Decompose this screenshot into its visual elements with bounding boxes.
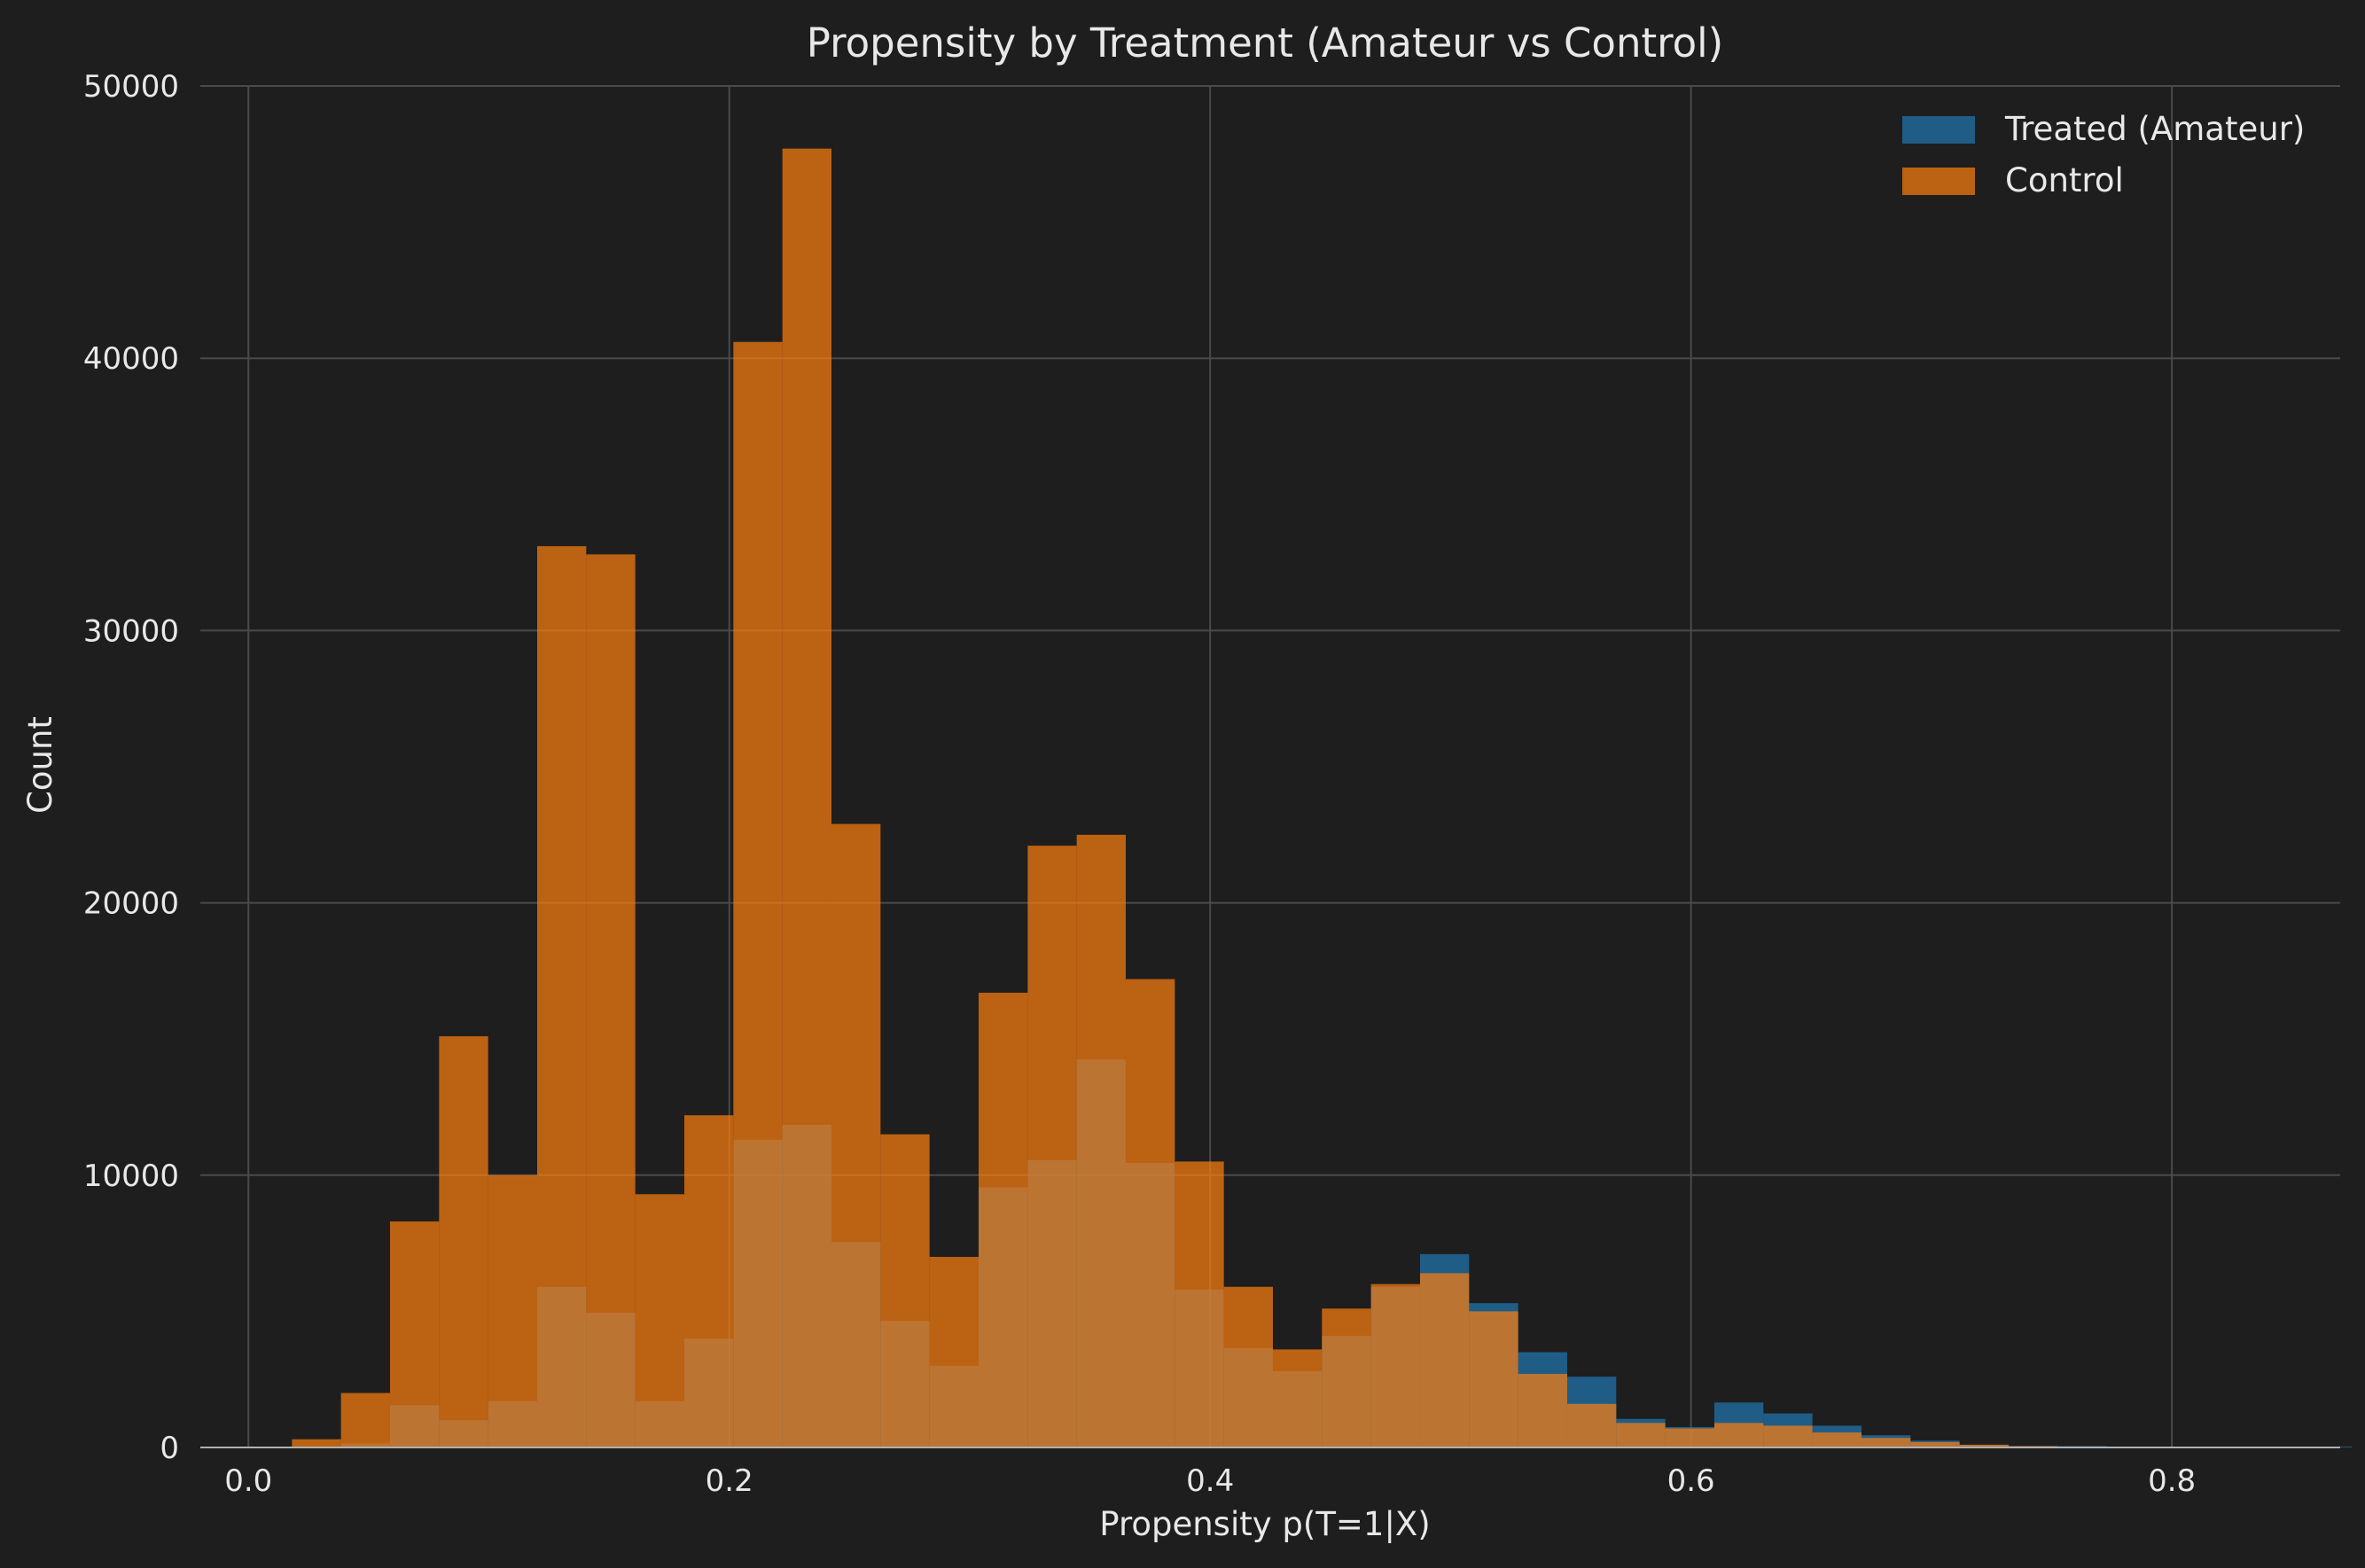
y-tick-labels: 0 10000 20000 30000 40000 50000 [83, 69, 179, 1466]
y-tick-label: 30000 [83, 613, 179, 649]
control-bar [683, 1115, 734, 1447]
control-bar [1763, 1425, 1813, 1447]
legend-label-treated: Treated (Amateur) [2004, 110, 2305, 148]
x-tick-label: 0.8 [2148, 1463, 2196, 1499]
x-tick-labels: 0.0 0.2 0.4 0.6 0.8 [224, 1463, 2196, 1499]
y-tick-label: 20000 [83, 886, 179, 922]
y-tick-label: 40000 [83, 341, 179, 377]
control-bar [880, 1134, 930, 1447]
control-bar [978, 992, 1028, 1447]
legend-label-control: Control [2005, 161, 2124, 199]
control-series-bars [292, 148, 2205, 1447]
y-axis-label: Count [21, 716, 59, 814]
control-bar [1713, 1423, 1764, 1447]
legend-swatch-control [1902, 168, 1975, 195]
x-tick-label: 0.6 [1667, 1463, 1715, 1499]
x-axis-label: Propensity p(T=1|X) [1099, 1505, 1430, 1543]
control-bar [1861, 1438, 1911, 1447]
control-bar [1469, 1311, 1518, 1447]
legend: Treated (Amateur) Control [1902, 110, 2305, 199]
control-bar [1910, 1441, 1960, 1447]
control-bar [1959, 1444, 2009, 1447]
control-bar [1223, 1286, 1273, 1447]
chart-title: Propensity by Treatment (Amateur vs Cont… [807, 20, 1723, 66]
y-tick-label: 10000 [83, 1158, 179, 1194]
control-bar [1419, 1273, 1470, 1447]
control-bar [929, 1256, 979, 1447]
control-bar [1518, 1374, 1567, 1447]
x-tick-label: 0.0 [224, 1463, 272, 1499]
control-bar [292, 1439, 341, 1447]
legend-swatch-treated [1902, 116, 1975, 144]
control-bar [733, 341, 783, 1447]
y-tick-label: 50000 [83, 69, 179, 105]
control-bar [1665, 1428, 1714, 1447]
control-bar [1027, 846, 1077, 1447]
control-bar [1125, 979, 1175, 1447]
control-bar [1322, 1308, 1371, 1447]
control-bar [1812, 1432, 1862, 1447]
control-bar [439, 1036, 488, 1447]
control-bar [1566, 1403, 1617, 1447]
control-bar [1175, 1161, 1224, 1447]
control-bar [340, 1392, 391, 1447]
control-bar [537, 546, 587, 1447]
control-bar [782, 148, 831, 1447]
x-tick-label: 0.4 [1186, 1463, 1234, 1499]
control-bar [831, 823, 881, 1447]
control-bar [390, 1221, 440, 1447]
control-bar [1616, 1423, 1666, 1447]
control-bar [1272, 1349, 1323, 1447]
x-tick-label: 0.2 [706, 1463, 753, 1499]
control-bar [1370, 1283, 1420, 1447]
control-bar [635, 1194, 684, 1447]
control-bar [586, 554, 636, 1447]
y-tick-label: 0 [160, 1431, 179, 1466]
control-bar [1076, 834, 1126, 1447]
control-bar [488, 1174, 538, 1447]
